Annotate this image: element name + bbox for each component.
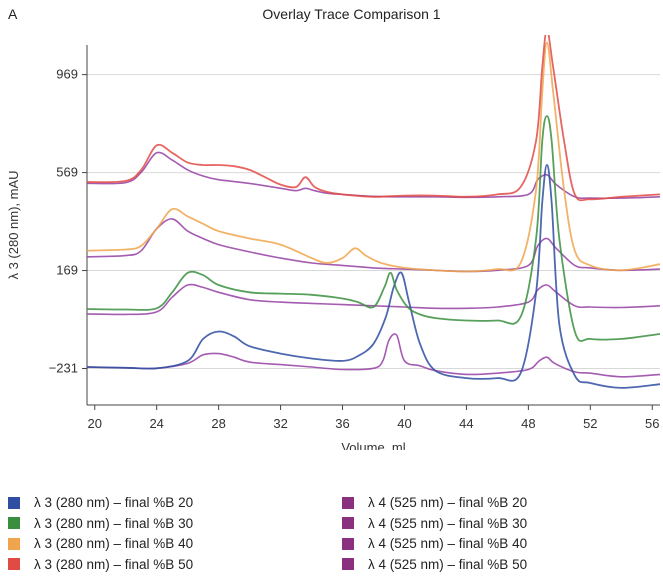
x-tick-label: 44 xyxy=(459,416,473,431)
legend-swatch xyxy=(342,537,354,550)
legend-item: λ 4 (525 nm) – final %B 30 xyxy=(342,516,527,531)
x-tick-label: 56 xyxy=(645,416,659,431)
panel-label: A xyxy=(8,6,18,22)
legend-label: λ 4 (525 nm) – final %B 30 xyxy=(368,515,528,531)
legend-item: λ 4 (525 nm) – final %B 40 xyxy=(342,536,527,551)
legend-label: λ 3 (280 nm) – final %B 20 xyxy=(34,495,194,510)
legend-swatch xyxy=(342,558,354,570)
legend-item: λ 3 (280 nm) – final %B 30 xyxy=(8,516,193,531)
series-group xyxy=(87,35,660,389)
y-tick-label: 169 xyxy=(56,263,78,278)
x-tick-label: 52 xyxy=(583,416,597,431)
series-line-2 xyxy=(87,115,660,342)
x-axis-label: Volume, ml xyxy=(341,440,405,450)
chart-title: Overlay Trace Comparison 1 xyxy=(262,6,441,22)
x-tick-label: 36 xyxy=(335,416,349,431)
y-tick-label: −231 xyxy=(49,361,78,376)
series-line-7 xyxy=(87,218,660,273)
series-line-4 xyxy=(87,35,660,202)
legend-item: λ 4 (525 nm) – final %B 20 xyxy=(342,495,527,510)
x-tick-label: 32 xyxy=(273,416,287,431)
legend-label: λ 3 (280 nm) – final %B 30 xyxy=(34,515,194,531)
legend-swatch xyxy=(342,496,354,509)
legend-label: λ 4 (525 nm) – final %B 50 xyxy=(368,556,528,572)
legend-item: λ 4 (525 nm) – final %B 50 xyxy=(342,557,527,572)
legend-item: λ 3 (280 nm) – final %B 40 xyxy=(8,536,193,551)
legend-item: λ 3 (280 nm) – final %B 50 xyxy=(8,557,193,572)
y-tick-label: 569 xyxy=(56,165,78,180)
legend-label: λ 4 (525 nm) – final %B 20 xyxy=(368,495,528,510)
x-tick-label: 28 xyxy=(211,416,225,431)
legend-swatch xyxy=(8,517,20,529)
legend-label: λ 3 (280 nm) – final %B 40 xyxy=(34,536,194,551)
legend-swatch xyxy=(8,496,20,509)
tick-labels: 969 569 169 −231 20 24 28 32 36 40 44 48 52 56 xyxy=(49,67,660,431)
legend-item: λ 3 (280 nm) – final %B 20 xyxy=(8,495,193,510)
y-axis-label: λ 3 (280 nm), mAU xyxy=(6,170,21,279)
legend-swatch xyxy=(8,558,20,570)
axes xyxy=(82,45,660,410)
grid xyxy=(87,74,660,370)
legend-swatch xyxy=(342,517,354,529)
overlay-trace-chart: 969 569 169 −231 20 24 28 32 36 40 44 48 52 56 Volume… xyxy=(6,35,660,450)
y-tick-label: 969 xyxy=(56,67,78,82)
x-tick-label: 20 xyxy=(88,416,102,431)
legend-swatch xyxy=(8,537,20,550)
series-line-5 xyxy=(87,333,660,378)
x-tick-label: 24 xyxy=(149,416,163,431)
series-line-1 xyxy=(87,164,660,389)
x-tick-label: 48 xyxy=(521,416,535,431)
x-tick-label: 40 xyxy=(397,416,411,431)
series-line-3 xyxy=(87,41,660,273)
series-line-6 xyxy=(87,283,660,316)
legend-label: λ 3 (280 nm) – final %B 50 xyxy=(34,556,194,572)
legend-label: λ 4 (525 nm) – final %B 40 xyxy=(368,536,528,551)
